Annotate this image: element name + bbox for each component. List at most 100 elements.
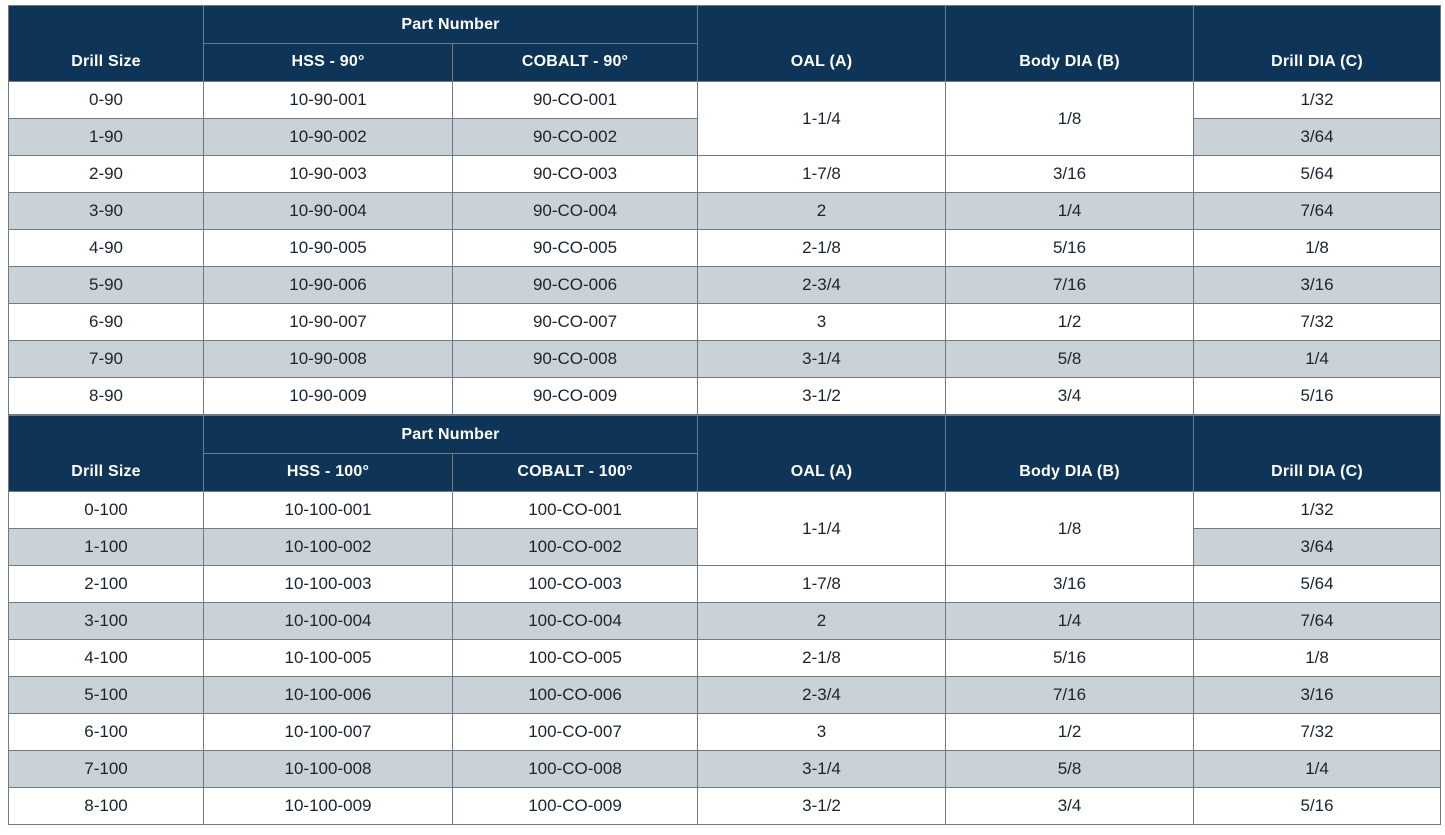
- table-row: 8-100 10-100-009 100-CO-009 3-1/2 3/4 5/…: [8, 787, 1442, 825]
- cell-body-dia: 5/16: [945, 639, 1195, 677]
- header-body-dia: Body DIA (B): [945, 415, 1195, 492]
- header-cobalt-100: COBALT - 100°: [451, 453, 699, 492]
- table-row: 3-100 10-100-004 100-CO-004 2 1/4 7/64: [8, 602, 1442, 640]
- cell-body-dia: 5/8: [945, 340, 1195, 378]
- header-hss-90: HSS - 90°: [203, 43, 453, 82]
- cell-drill-size: 2-90: [8, 155, 204, 193]
- table-row: 0-100 10-100-001 100-CO-001 1-1/4 1/8 1/…: [8, 491, 1442, 566]
- cell-hss-part: 10-100-005: [203, 639, 453, 677]
- table-row: 5-90 10-90-006 90-CO-006 2-3/4 7/16 3/16: [8, 266, 1442, 304]
- table-row: 6-100 10-100-007 100-CO-007 3 1/2 7/32: [8, 713, 1442, 751]
- cell-cobalt-part: 100-CO-003: [451, 565, 699, 603]
- cell-hss-part: 10-100-007: [203, 713, 453, 751]
- cell-drill-size: 6-100: [8, 713, 204, 751]
- cell-hss-part: 10-90-006: [203, 266, 453, 304]
- cell-hss-part: 10-90-002: [203, 118, 453, 156]
- cell-drill-dia: 3/64: [1193, 118, 1442, 156]
- header-drill-dia: Drill DIA (C): [1193, 5, 1442, 82]
- cell-drill-size: 3-90: [8, 192, 204, 230]
- header-part-number: Part Number: [202, 5, 699, 44]
- cell-hss-part: 10-100-003: [203, 565, 453, 603]
- cell-hss-part: 10-90-005: [203, 229, 453, 267]
- header-drill-size: Drill Size: [8, 5, 204, 82]
- cell-drill-dia: 3/16: [1193, 676, 1442, 714]
- cell-body-dia: 5/8: [945, 750, 1195, 788]
- cell-body-dia: 7/16: [945, 266, 1195, 304]
- cell-cobalt-part: 90-CO-003: [451, 155, 699, 193]
- header-body-dia: Body DIA (B): [945, 5, 1195, 82]
- cell-drill-size: 0-90: [8, 81, 204, 119]
- cell-cobalt-part: 90-CO-006: [451, 266, 699, 304]
- table-row: 7-90 10-90-008 90-CO-008 3-1/4 5/8 1/4: [8, 340, 1442, 378]
- cell-drill-size: 3-100: [8, 602, 204, 640]
- cell-drill-dia: 5/16: [1193, 787, 1442, 825]
- header-oal: OAL (A): [697, 5, 947, 82]
- cell-cobalt-part: 90-CO-001: [451, 81, 699, 119]
- drill-table-100deg: Drill Size Part Number OAL (A) Body DIA …: [8, 415, 1442, 825]
- cell-cobalt-part: 100-CO-006: [451, 676, 699, 714]
- cell-oal: 1-1/4: [697, 81, 947, 156]
- cell-cobalt-part: 100-CO-009: [451, 787, 699, 825]
- cell-drill-dia: 1/32: [1193, 491, 1442, 529]
- cell-drill-dia: 1/8: [1193, 229, 1442, 267]
- cell-body-dia: 1/2: [945, 303, 1195, 341]
- cell-cobalt-part: 100-CO-001: [451, 491, 699, 529]
- cell-oal: 2: [697, 192, 947, 230]
- cell-drill-size: 2-100: [8, 565, 204, 603]
- table-row: 1-100 10-100-002 100-CO-002 3/64: [8, 528, 1442, 566]
- cell-oal: 2-3/4: [697, 266, 947, 304]
- cell-drill-size: 1-100: [8, 528, 204, 566]
- cell-cobalt-part: 90-CO-009: [451, 377, 699, 415]
- cell-drill-size: 6-90: [8, 303, 204, 341]
- cell-drill-dia: 5/64: [1193, 565, 1442, 603]
- cell-drill-size: 0-100: [8, 491, 204, 529]
- cell-oal: 3-1/4: [697, 750, 947, 788]
- table-row: 6-90 10-90-007 90-CO-007 3 1/2 7/32: [8, 303, 1442, 341]
- cell-drill-size: 5-100: [8, 676, 204, 714]
- cell-drill-size: 7-90: [8, 340, 204, 378]
- cell-oal: 2-1/8: [697, 229, 947, 267]
- cell-body-dia: 1/8: [945, 81, 1195, 156]
- cell-oal: 2-1/8: [697, 639, 947, 677]
- cell-hss-part: 10-100-004: [203, 602, 453, 640]
- cell-oal: 3: [697, 303, 947, 341]
- cell-hss-part: 10-100-001: [203, 491, 453, 529]
- cell-cobalt-part: 90-CO-004: [451, 192, 699, 230]
- cell-cobalt-part: 90-CO-007: [451, 303, 699, 341]
- cell-drill-dia: 1/4: [1193, 340, 1442, 378]
- table-90-header: Drill Size Part Number OAL (A) Body DIA …: [8, 5, 1442, 82]
- cell-drill-size: 8-90: [8, 377, 204, 415]
- header-drill-dia: Drill DIA (C): [1193, 415, 1442, 492]
- cell-drill-dia: 3/16: [1193, 266, 1442, 304]
- cell-hss-part: 10-90-001: [203, 81, 453, 119]
- cell-hss-part: 10-90-009: [203, 377, 453, 415]
- cell-cobalt-part: 90-CO-005: [451, 229, 699, 267]
- table-row: 8-90 10-90-009 90-CO-009 3-1/2 3/4 5/16: [8, 377, 1442, 415]
- cell-oal: 1-1/4: [697, 491, 947, 566]
- drill-table-90deg: Drill Size Part Number OAL (A) Body DIA …: [8, 5, 1442, 415]
- cell-oal: 3-1/2: [697, 787, 947, 825]
- cell-cobalt-part: 100-CO-008: [451, 750, 699, 788]
- table-row: 5-100 10-100-006 100-CO-006 2-3/4 7/16 3…: [8, 676, 1442, 714]
- table-row: 4-90 10-90-005 90-CO-005 2-1/8 5/16 1/8: [8, 229, 1442, 267]
- cell-cobalt-part: 100-CO-007: [451, 713, 699, 751]
- table-row: 2-90 10-90-003 90-CO-003 1-7/8 3/16 5/64: [8, 155, 1442, 193]
- cell-body-dia: 3/16: [945, 565, 1195, 603]
- table-row: 2-100 10-100-003 100-CO-003 1-7/8 3/16 5…: [8, 565, 1442, 603]
- cell-oal: 2-3/4: [697, 676, 947, 714]
- header-part-number: Part Number: [202, 415, 699, 454]
- cell-oal: 2: [697, 602, 947, 640]
- cell-drill-size: 8-100: [8, 787, 204, 825]
- cell-drill-dia: 3/64: [1193, 528, 1442, 566]
- cell-hss-part: 10-100-006: [203, 676, 453, 714]
- cell-hss-part: 10-90-008: [203, 340, 453, 378]
- table-row: 0-90 10-90-001 90-CO-001 1-1/4 1/8 1/32: [8, 81, 1442, 156]
- header-oal: OAL (A): [697, 415, 947, 492]
- cell-body-dia: 3/4: [945, 787, 1195, 825]
- header-cobalt-90: COBALT - 90°: [451, 43, 699, 82]
- cell-cobalt-part: 90-CO-002: [451, 118, 699, 156]
- cell-body-dia: 1/2: [945, 713, 1195, 751]
- cell-hss-part: 10-90-007: [203, 303, 453, 341]
- cell-drill-size: 7-100: [8, 750, 204, 788]
